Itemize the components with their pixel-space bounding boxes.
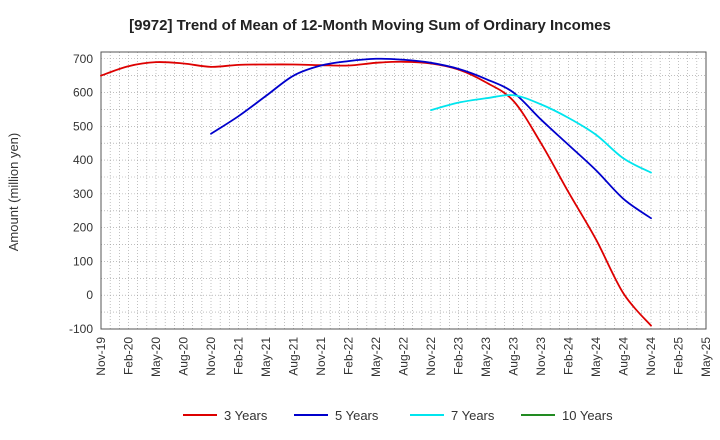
y-tick-label: 0 (86, 288, 93, 302)
x-tick-label: Nov-21 (314, 337, 328, 376)
legend-label-3-years: 3 Years (224, 408, 268, 423)
series-line-3-years (100, 60, 652, 327)
y-tick-label: 100 (73, 254, 93, 268)
x-tick-label: May-24 (589, 337, 603, 377)
x-tick-label: Feb-21 (232, 337, 246, 375)
plot-border (100, 51, 707, 330)
legend-label-7-years: 7 Years (451, 408, 495, 423)
series-line-7-years (430, 94, 652, 174)
x-tick-label: Aug-20 (177, 337, 191, 376)
x-tick-label: Nov-22 (424, 337, 438, 376)
legend-label-10-years: 10 Years (562, 408, 613, 423)
y-tick-label: 400 (73, 153, 93, 167)
x-tick-label: May-21 (259, 337, 273, 377)
y-tick-label: 300 (73, 187, 93, 201)
y-tick-label: 600 (73, 86, 93, 100)
x-tick-label: Feb-24 (562, 337, 576, 375)
x-tick-label: Feb-25 (672, 337, 686, 375)
x-tick-label: Aug-24 (617, 337, 631, 376)
y-tick-label: 200 (73, 221, 93, 235)
x-tick-label: May-25 (699, 337, 713, 377)
x-tick-label: Aug-21 (287, 337, 301, 376)
chart-title: [9972] Trend of Mean of 12-Month Moving … (129, 17, 611, 34)
legend-label-5-years: 5 Years (335, 408, 379, 423)
y-tick-label: 500 (73, 119, 93, 133)
y-tick-label: 700 (73, 52, 93, 66)
y-axis-label: Amount (million yen) (6, 133, 21, 252)
x-tick-label: May-23 (479, 337, 493, 377)
grid (100, 52, 707, 330)
x-tick-label: May-22 (369, 337, 383, 377)
x-tick-label: Nov-20 (204, 337, 218, 376)
x-tick-label: Nov-23 (534, 337, 548, 376)
axes: -100 0 100 200 300 400 500 600 700 Nov-19 Feb-20 Ma… (69, 51, 713, 377)
series-lines (100, 57, 652, 327)
x-tick-label: Nov-24 (644, 337, 658, 376)
x-tick-label: Aug-22 (397, 337, 411, 376)
x-tick-label: Aug-23 (507, 337, 521, 376)
x-tick-label: Feb-20 (122, 337, 136, 375)
series-line-5-years (210, 57, 652, 220)
x-tick-label: Feb-23 (452, 337, 466, 375)
x-tick-label: May-20 (149, 337, 163, 377)
y-tick-label: -100 (69, 322, 93, 336)
legend: 3 Years 5 Years 7 Years 10 Years (183, 408, 613, 423)
x-tick-label: Nov-19 (94, 337, 108, 376)
x-tick-label: Feb-22 (342, 337, 356, 375)
